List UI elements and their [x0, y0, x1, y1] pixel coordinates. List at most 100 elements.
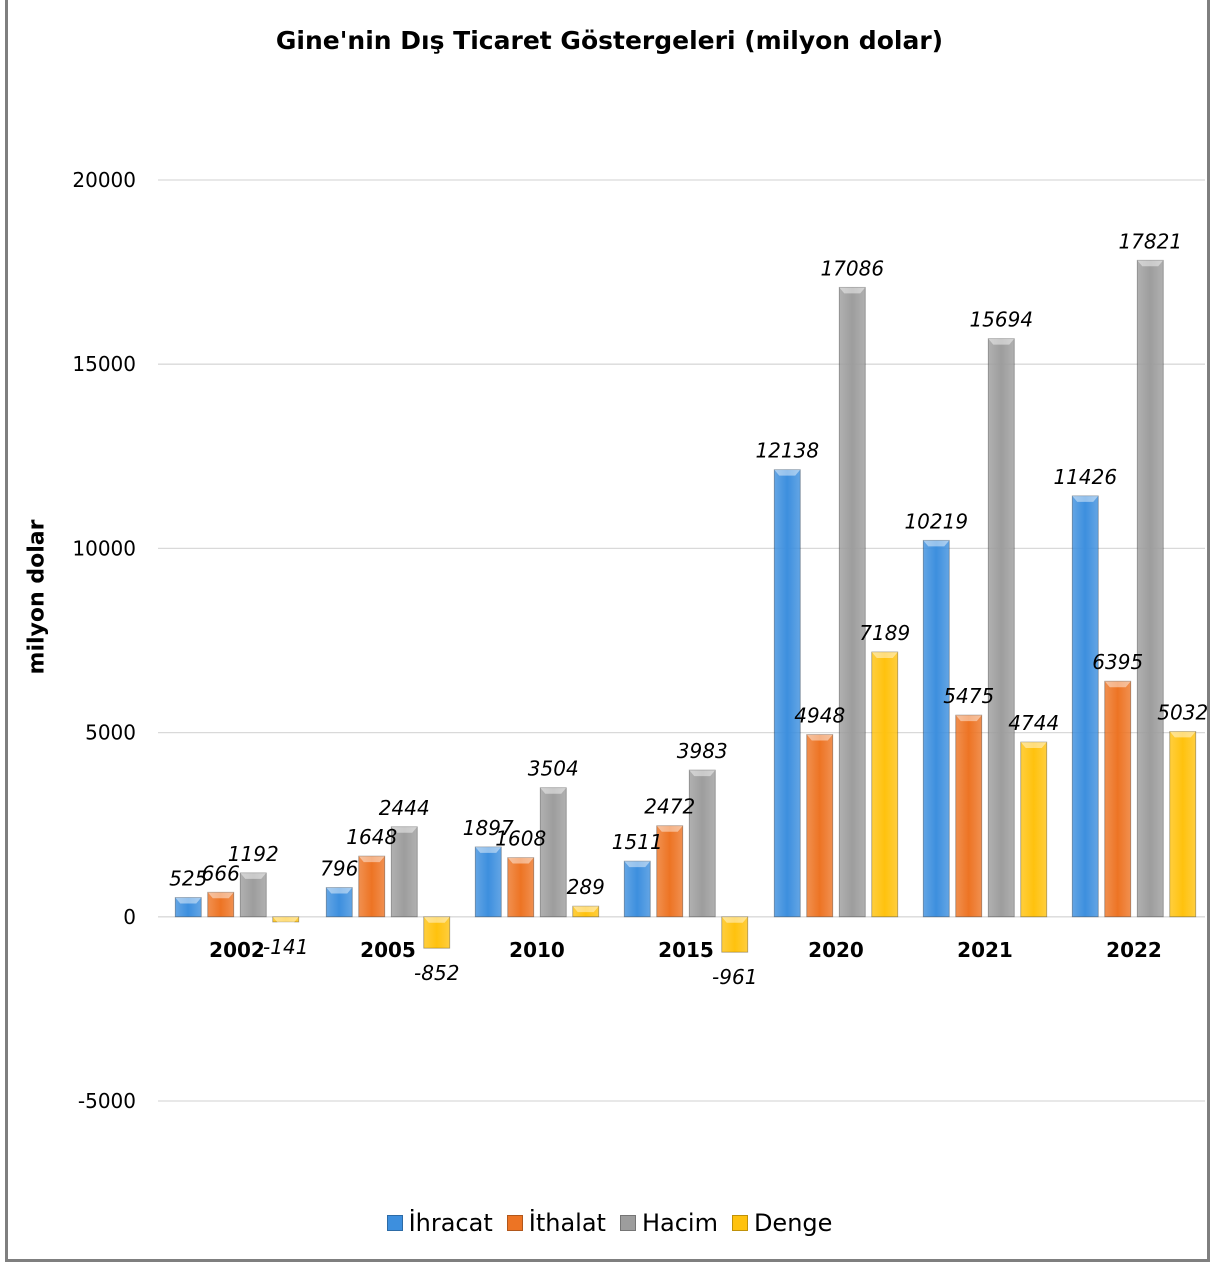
bar-bevel	[871, 651, 898, 658]
data-label: 1648	[346, 825, 397, 849]
x-tick-label: 2010	[509, 938, 565, 962]
data-label: 5032	[1157, 700, 1208, 724]
data-label: 1897	[463, 816, 514, 840]
data-label: 2472	[644, 795, 695, 819]
bar-i̇hracat-2010	[474, 846, 502, 918]
bar-i̇thalat-2002	[207, 891, 235, 918]
bar-i̇hracat-2021	[922, 539, 950, 918]
bar-hacim-2015	[688, 769, 716, 918]
bar-denge-2010	[572, 905, 600, 918]
data-labels: 525 796 1897 1511 12138 10219 11426 666 1648 1608…	[169, 229, 1208, 989]
data-label: 666	[202, 861, 240, 885]
legend-label: Denge	[753, 1209, 833, 1237]
bar-hacim-2021	[987, 338, 1015, 918]
legend-item-i̇thalat: İthalat	[506, 1209, 606, 1237]
bar-bevel	[923, 540, 950, 547]
bar-bevel	[988, 338, 1015, 345]
bar-bevel	[540, 787, 567, 794]
bar-i̇thalat-2005	[358, 855, 386, 918]
bar-i̇hracat-2015	[623, 860, 651, 918]
data-label: 1192	[228, 842, 279, 866]
y-tick-label: -5000	[78, 1089, 136, 1113]
data-label: 12138	[755, 439, 819, 463]
chart-legend: İhracat İthalat Hacim Denge	[0, 1209, 1219, 1237]
data-label: 5475	[943, 684, 994, 708]
bar-denge-2021	[1020, 741, 1048, 918]
bar-hacim-2002	[239, 872, 267, 918]
bar-denge-2005	[423, 916, 451, 949]
legend-item-denge: Denge	[731, 1209, 833, 1237]
data-label: 11426	[1053, 465, 1117, 489]
x-tick-label: 2020	[808, 938, 864, 962]
bar-i̇thalat-2021	[955, 714, 983, 918]
data-label: 10219	[904, 509, 968, 533]
bar-bevel	[774, 469, 801, 476]
x-tick-label: 2022	[1106, 938, 1162, 962]
bar-bevel	[391, 826, 418, 833]
legend-item-i̇hracat: İhracat	[386, 1209, 493, 1237]
bar-bevel	[423, 916, 450, 923]
legend-label: İthalat	[528, 1209, 606, 1237]
bar-bevel	[572, 906, 599, 913]
data-label: 15694	[969, 308, 1033, 332]
y-tick-label: 20000	[72, 168, 136, 192]
data-label: -852	[414, 961, 459, 985]
bar-bevel	[240, 872, 267, 879]
bar-bevel	[1169, 731, 1196, 738]
bar-bevel	[839, 287, 866, 294]
legend-swatch	[619, 1215, 636, 1231]
legend-swatch	[731, 1215, 748, 1231]
x-tick-labels: 2002 2005 2010 2015 2020 2021 2022	[209, 938, 1162, 962]
bar-bevel	[806, 734, 833, 741]
data-label: 1608	[495, 827, 546, 851]
legend-swatch	[506, 1215, 523, 1231]
bar-hacim-2020	[838, 286, 866, 918]
chart-title: Gine'nin Dış Ticaret Göstergeleri (milyo…	[275, 26, 944, 55]
bar-bevel	[475, 846, 502, 853]
y-tick-label: 10000	[72, 536, 136, 560]
bar-bevel	[955, 715, 982, 722]
bar-bevel	[175, 897, 202, 904]
data-label: 17821	[1118, 229, 1182, 253]
data-label: 525	[169, 866, 207, 890]
bars	[174, 259, 1197, 953]
legend-swatch	[386, 1215, 403, 1231]
y-tick-label: 5000	[85, 721, 136, 745]
data-label: 4948	[794, 704, 845, 728]
data-label: 3504	[528, 757, 579, 781]
bar-hacim-2010	[539, 787, 567, 918]
bar-bevel	[1072, 495, 1099, 502]
bar-i̇thalat-2020	[806, 734, 834, 918]
bar-i̇hracat-2002	[174, 897, 202, 918]
data-label: 796	[320, 856, 358, 880]
data-label: 6395	[1092, 650, 1143, 674]
data-label: 17086	[820, 256, 884, 280]
data-label: 1511	[612, 830, 663, 854]
bar-bevel	[1104, 681, 1131, 688]
y-tick-labels: -5000 0 5000 10000 15000 20000	[72, 168, 136, 1113]
bar-bevel	[624, 861, 651, 868]
data-label: 4744	[1008, 711, 1059, 735]
data-label: 7189	[859, 621, 910, 645]
bar-bevel	[326, 887, 353, 894]
bar-i̇hracat-2020	[773, 469, 801, 918]
data-label: 2444	[379, 796, 430, 820]
bar-i̇hracat-2005	[325, 887, 353, 918]
bar-i̇hracat-2022	[1071, 495, 1099, 918]
bar-i̇thalat-2015	[656, 825, 684, 918]
bar-bevel	[507, 857, 534, 864]
data-label: 3983	[677, 739, 728, 763]
bar-hacim-2005	[390, 826, 418, 918]
bar-hacim-2022	[1136, 259, 1164, 918]
data-label: 289	[567, 875, 605, 899]
x-tick-label: 2002	[209, 938, 265, 962]
bar-i̇thalat-2022	[1104, 680, 1132, 918]
legend-label: İhracat	[408, 1209, 493, 1237]
bar-bevel	[1137, 260, 1164, 267]
legend-label: Hacim	[641, 1209, 718, 1237]
x-tick-label: 2005	[360, 938, 416, 962]
bar-bevel	[721, 916, 748, 923]
bar-bevel	[207, 892, 234, 899]
bar-bevel	[656, 825, 683, 832]
